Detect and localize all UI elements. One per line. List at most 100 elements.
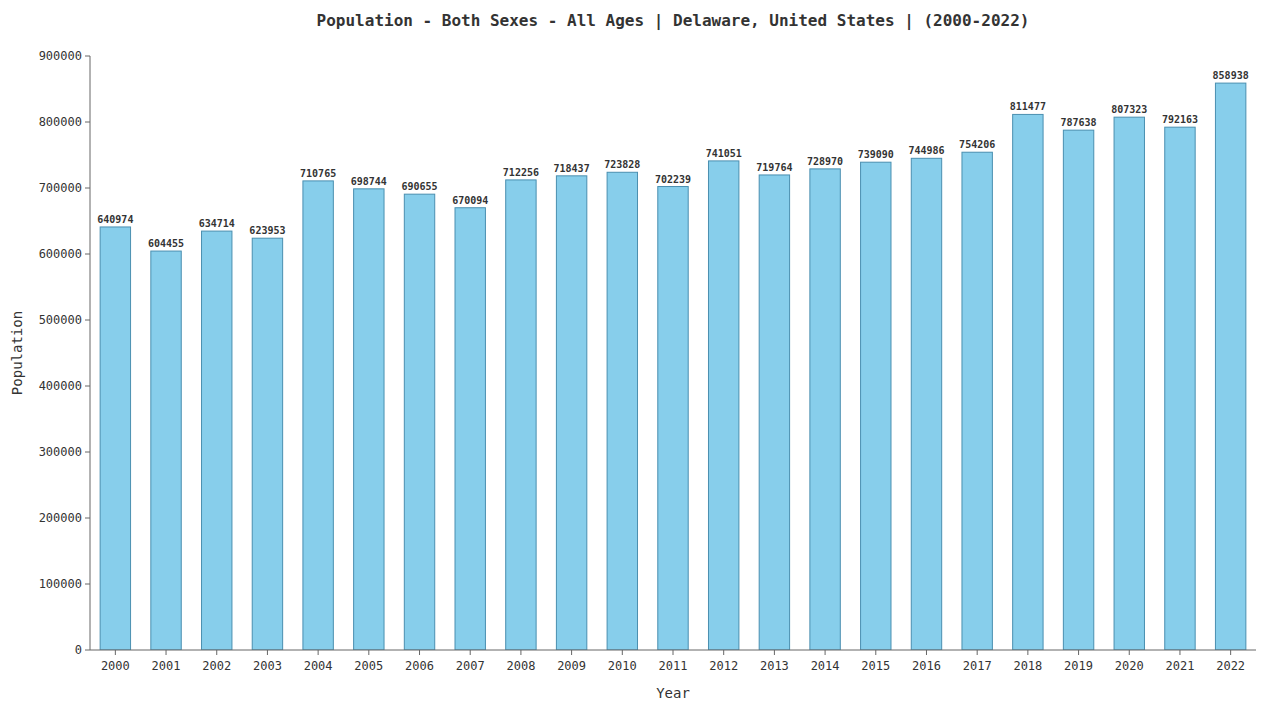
x-tick: [166, 650, 167, 655]
bar: [100, 227, 130, 650]
x-tick: [216, 650, 217, 655]
y-tick: [85, 386, 90, 387]
data-label: 623953: [249, 225, 285, 236]
x-tick-label: 2020: [1115, 659, 1144, 673]
y-axis-line: [90, 56, 91, 650]
x-tick-label: 2018: [1013, 659, 1042, 673]
x-tick: [622, 650, 623, 655]
y-axis-label: Population: [9, 311, 25, 395]
data-label: 728970: [807, 156, 843, 167]
bar: [151, 251, 181, 650]
x-tick: [571, 650, 572, 655]
data-label: 744986: [908, 145, 944, 156]
bar: [506, 180, 536, 650]
x-tick-label: 2003: [253, 659, 282, 673]
x-tick-label: 2004: [304, 659, 333, 673]
x-tick: [1129, 650, 1130, 655]
bar: [759, 175, 789, 650]
data-label: 792163: [1162, 114, 1198, 125]
y-tick: [85, 188, 90, 189]
background: [0, 0, 1280, 720]
x-tick: [673, 650, 674, 655]
x-tick: [875, 650, 876, 655]
y-tick-label: 200000: [39, 511, 82, 525]
x-tick: [1230, 650, 1231, 655]
x-tick: [1179, 650, 1180, 655]
bar: [658, 187, 688, 650]
data-label: 739090: [858, 149, 894, 160]
chart-container: 0100000200000300000400000500000600000700…: [0, 0, 1280, 720]
y-tick-label: 100000: [39, 577, 82, 591]
data-labels: 6409746044556347146239537107656987446906…: [97, 70, 1248, 249]
data-label: 787638: [1061, 117, 1097, 128]
x-tick-label: 2002: [202, 659, 231, 673]
x-axis: 2000200120022003200420052006200720082009…: [90, 650, 1256, 673]
bars: [100, 83, 1246, 650]
x-tick-label: 2017: [963, 659, 992, 673]
x-tick-label: 2010: [608, 659, 637, 673]
data-label: 723828: [604, 159, 640, 170]
x-tick: [267, 650, 268, 655]
y-tick-label: 0: [75, 643, 82, 657]
bar: [708, 161, 738, 650]
data-label: 604455: [148, 238, 184, 249]
x-tick-label: 2006: [405, 659, 434, 673]
bar: [911, 158, 941, 650]
x-tick-label: 2009: [557, 659, 586, 673]
y-tick-label: 700000: [39, 181, 82, 195]
x-tick: [977, 650, 978, 655]
data-label: 634714: [199, 218, 235, 229]
bar: [962, 152, 992, 650]
x-tick-label: 2001: [152, 659, 181, 673]
y-axis: 0100000200000300000400000500000600000700…: [39, 49, 90, 657]
chart-title: Population - Both Sexes - All Ages | Del…: [317, 11, 1030, 31]
data-label: 718437: [554, 163, 590, 174]
bar: [810, 169, 840, 650]
bar: [354, 189, 384, 650]
x-tick-label: 2000: [101, 659, 130, 673]
x-tick-label: 2005: [354, 659, 383, 673]
y-tick-label: 400000: [39, 379, 82, 393]
x-tick: [1027, 650, 1028, 655]
x-tick-label: 2012: [709, 659, 738, 673]
bar: [404, 194, 434, 650]
x-tick-label: 2015: [861, 659, 890, 673]
x-tick: [774, 650, 775, 655]
data-label: 670094: [452, 195, 488, 206]
data-label: 741051: [706, 148, 742, 159]
data-label: 811477: [1010, 101, 1046, 112]
y-tick-label: 800000: [39, 115, 82, 129]
x-tick: [723, 650, 724, 655]
y-tick-label: 900000: [39, 49, 82, 63]
bar: [861, 162, 891, 650]
x-tick: [368, 650, 369, 655]
x-tick-label: 2019: [1064, 659, 1093, 673]
y-tick: [85, 650, 90, 651]
x-tick-label: 2016: [912, 659, 941, 673]
x-tick: [926, 650, 927, 655]
x-tick: [825, 650, 826, 655]
chart-svg: 0100000200000300000400000500000600000700…: [0, 0, 1280, 720]
y-tick: [85, 320, 90, 321]
data-label: 719764: [756, 162, 792, 173]
y-tick: [85, 122, 90, 123]
bar: [202, 231, 232, 650]
data-label: 702239: [655, 174, 691, 185]
x-tick: [520, 650, 521, 655]
bar: [1063, 130, 1093, 650]
data-label: 807323: [1111, 104, 1147, 115]
x-tick-label: 2022: [1216, 659, 1245, 673]
y-tick: [85, 518, 90, 519]
x-tick: [1078, 650, 1079, 655]
bar: [1165, 127, 1195, 650]
data-label: 858938: [1213, 70, 1249, 81]
x-axis-label: Year: [656, 685, 690, 701]
bar: [1013, 114, 1043, 650]
x-tick: [318, 650, 319, 655]
x-tick-label: 2014: [811, 659, 840, 673]
x-tick: [470, 650, 471, 655]
bar: [1114, 117, 1144, 650]
y-tick: [85, 254, 90, 255]
x-tick: [115, 650, 116, 655]
x-tick-label: 2011: [659, 659, 688, 673]
